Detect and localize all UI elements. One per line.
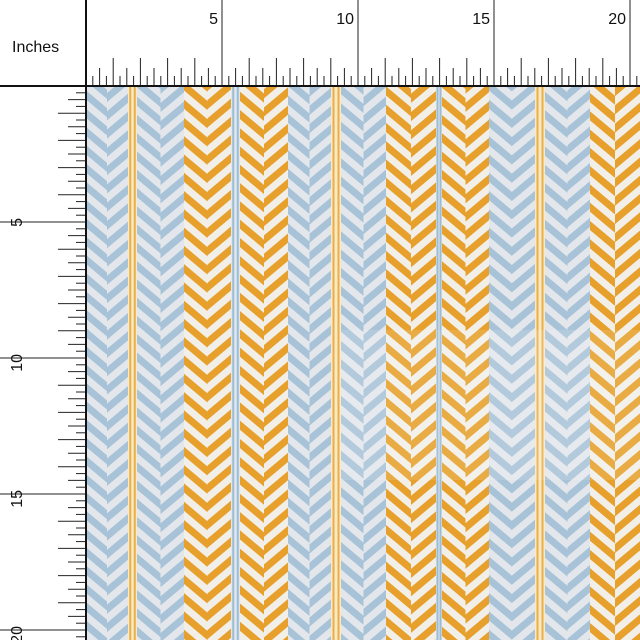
stripe <box>231 86 240 640</box>
chevron-half <box>107 86 128 640</box>
stripe <box>535 86 545 640</box>
fold-shadow <box>340 330 640 480</box>
chevron-half <box>160 86 184 640</box>
stripe <box>331 86 341 640</box>
top-ruler-label: 10 <box>336 11 354 28</box>
left-ruler-label: 20 <box>9 626 26 640</box>
chevron-half <box>86 86 107 640</box>
chevron-half <box>363 86 386 640</box>
stripe-line <box>129 86 132 640</box>
chevron-half <box>240 86 264 640</box>
chevron-half <box>264 86 288 640</box>
top-ruler-label: 5 <box>209 11 218 28</box>
stripe-line <box>337 86 340 640</box>
stripe <box>128 86 137 640</box>
top-ruler-label: 15 <box>472 11 490 28</box>
top-ruler <box>0 0 640 86</box>
chevron-half <box>207 86 231 640</box>
stripe-line <box>232 86 235 640</box>
left-ruler-label: 15 <box>9 490 26 508</box>
chevron-half <box>341 86 364 640</box>
stripe-line <box>436 86 439 640</box>
chevron-half <box>545 86 568 640</box>
stripe <box>436 86 442 640</box>
stripe-line <box>236 86 239 640</box>
stripe-line <box>439 86 442 640</box>
chevron-half <box>386 86 411 640</box>
chevron-half <box>309 86 331 640</box>
stripe-line <box>536 86 539 640</box>
stripe-line <box>133 86 136 640</box>
stripe-line <box>541 86 544 640</box>
fabric <box>86 86 640 640</box>
top-ruler-label: 20 <box>608 11 626 28</box>
chevron-half <box>137 86 161 640</box>
chevron-half <box>465 86 489 640</box>
chevron-half <box>184 86 208 640</box>
chevron-half <box>615 86 640 640</box>
chevron-half <box>411 86 436 640</box>
chevron-half <box>288 86 310 640</box>
left-ruler <box>0 0 86 640</box>
stripe-line <box>332 86 335 640</box>
chevron-half <box>489 86 512 640</box>
chevron-half <box>567 86 590 640</box>
chevron-half <box>590 86 615 640</box>
left-ruler-label: 10 <box>9 354 26 372</box>
chevron-half <box>512 86 535 640</box>
left-ruler-label: 5 <box>9 218 26 227</box>
chevron-half <box>442 86 466 640</box>
unit-label: Inches <box>12 39 59 56</box>
